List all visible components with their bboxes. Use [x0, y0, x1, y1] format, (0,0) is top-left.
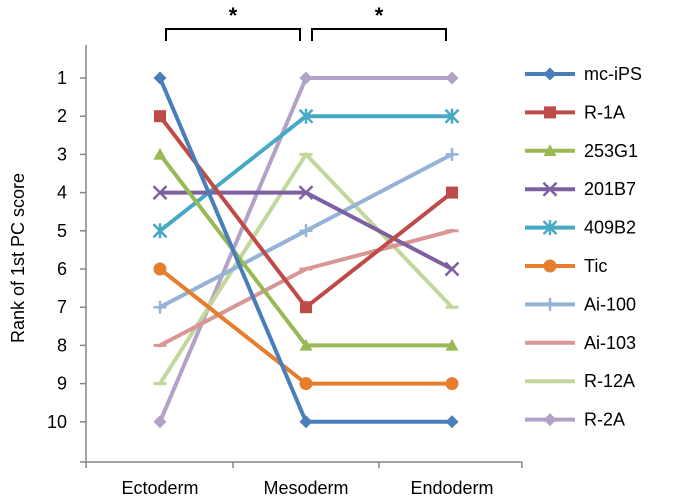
y-tick-label: 5: [57, 221, 67, 241]
series-tic: [153, 262, 459, 391]
series-ai-100: [153, 147, 459, 314]
y-tick-label: 6: [57, 259, 67, 279]
legend-label: 409B2: [584, 218, 636, 238]
legend-label: R-12A: [584, 371, 635, 391]
data-point-plus: [153, 300, 167, 314]
data-point-star: [444, 108, 460, 124]
y-tick-label: 4: [57, 183, 67, 203]
data-point-square: [154, 110, 166, 123]
series-line: [158, 76, 454, 424]
significance-label: *: [229, 3, 238, 28]
legend-label: Tic: [584, 256, 607, 276]
data-point-star: [542, 220, 558, 236]
data-point-diamond: [543, 413, 557, 427]
x-tick-label-ectoderm: Ectoderm: [121, 478, 198, 498]
series-line: [158, 76, 454, 424]
data-point-square: [544, 106, 556, 119]
legend-item-ai-100: Ai-100: [525, 294, 636, 314]
significance-label: *: [375, 3, 384, 28]
data-point-circle: [543, 259, 557, 273]
legend-item-r-2a: R-2A: [525, 410, 625, 430]
axes: [85, 45, 522, 463]
legend-label: mc-iPS: [584, 64, 642, 84]
data-point-diamond: [445, 415, 459, 429]
data-point-x: [444, 261, 460, 277]
series-r-1a: [154, 110, 458, 314]
series-group: [152, 71, 460, 429]
data-point-circle: [153, 262, 167, 276]
data-point-star: [298, 108, 314, 124]
data-point-diamond: [543, 67, 557, 81]
legend-label: Ai-100: [584, 294, 636, 314]
y-tick-label: 3: [57, 144, 67, 164]
legend-item-201b7: 201B7: [525, 179, 636, 199]
data-point-triangle: [445, 338, 459, 351]
data-point-triangle: [299, 338, 313, 351]
legend-item-tic: Tic: [525, 256, 607, 276]
data-point-circle: [299, 377, 313, 391]
data-point-diamond: [153, 415, 167, 429]
legend-label: Ai-103: [584, 333, 636, 353]
data-point-x: [542, 181, 558, 197]
x-tick-label-endoderm: Endoderm: [410, 478, 493, 498]
series-253g1: [153, 147, 459, 351]
legend-label: R-2A: [584, 410, 625, 430]
legend-label: 201B7: [584, 179, 636, 199]
data-point-diamond: [445, 71, 459, 85]
legend-item-ai-103: Ai-103: [525, 333, 636, 353]
legend-label: 253G1: [584, 141, 638, 161]
y-tick-label: 9: [57, 374, 67, 394]
y-tick-label: 1: [57, 68, 67, 88]
data-point-circle: [445, 377, 459, 391]
data-point-square: [446, 186, 458, 199]
data-point-plus: [299, 224, 313, 238]
data-point-plus: [543, 297, 557, 311]
data-point-diamond: [299, 71, 313, 85]
data-point-x: [298, 185, 314, 200]
y-axis-title: Rank of 1st PC score: [8, 173, 28, 343]
data-point-square: [300, 301, 312, 314]
legend: mc-iPS R-1A 253G1 201B7 409B2 Tic Ai-100 Ai-103…: [525, 64, 642, 430]
data-point-triangle: [153, 147, 167, 160]
x-tick-label-mesoderm: Mesoderm: [263, 478, 348, 498]
y-tick-label: 7: [57, 297, 67, 317]
legend-item-r-12a: R-12A: [525, 371, 635, 391]
significance-bracket: [165, 28, 301, 41]
legend-label: R-1A: [584, 102, 625, 122]
data-point-diamond: [299, 415, 313, 429]
x-ticks: Ectoderm Mesoderm Endoderm: [85, 462, 523, 498]
legend-item-409b2: 409B2: [525, 218, 636, 238]
data-point-plus: [445, 147, 459, 161]
y-tick-label: 8: [57, 335, 67, 355]
data-point-diamond: [153, 71, 167, 85]
significance-bracket: [311, 28, 447, 41]
y-tick-label: 2: [57, 106, 67, 126]
data-point-x: [152, 185, 168, 200]
legend-item-mc-ips: mc-iPS: [525, 64, 642, 84]
significance-brackets: * *: [165, 3, 447, 41]
legend-item-253g1: 253G1: [525, 141, 638, 161]
y-ticks: 1 2 3 4 5 6 7 8 9 10: [47, 68, 86, 463]
y-tick-label: 10: [47, 412, 67, 432]
series-mc-ips: [153, 71, 459, 429]
data-point-triangle: [543, 144, 557, 156]
data-point-star: [152, 223, 168, 239]
legend-item-r-1a: R-1A: [525, 102, 625, 122]
